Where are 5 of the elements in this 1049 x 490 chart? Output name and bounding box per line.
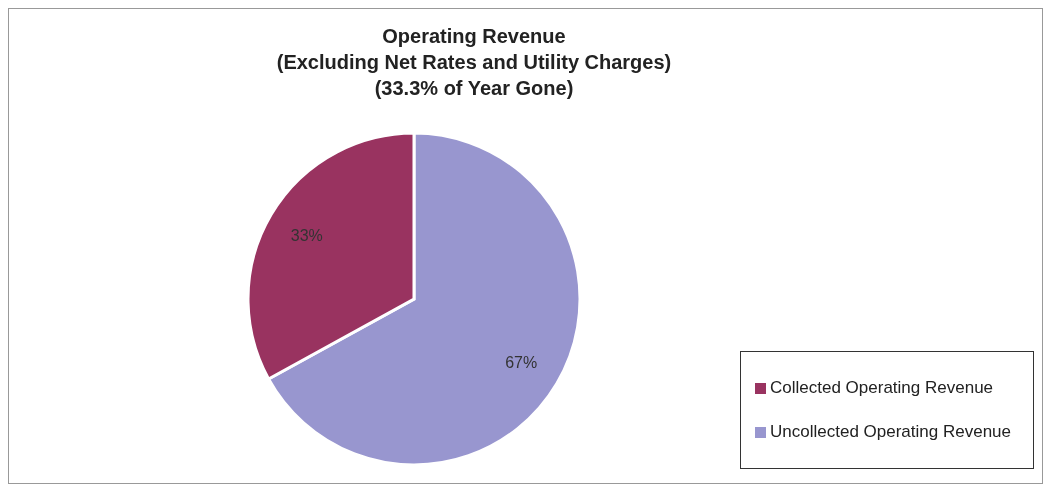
- data-label: 67%: [505, 353, 538, 371]
- legend-label: Collected Operating Revenue: [770, 378, 994, 397]
- data-label: 33%: [290, 227, 323, 245]
- legend-label: Uncollected Operating Revenue: [770, 422, 1011, 441]
- chart-title: Operating Revenue (Excluding Net Rates and Utility Charges) (33.3% of Year Gone): [275, 24, 673, 101]
